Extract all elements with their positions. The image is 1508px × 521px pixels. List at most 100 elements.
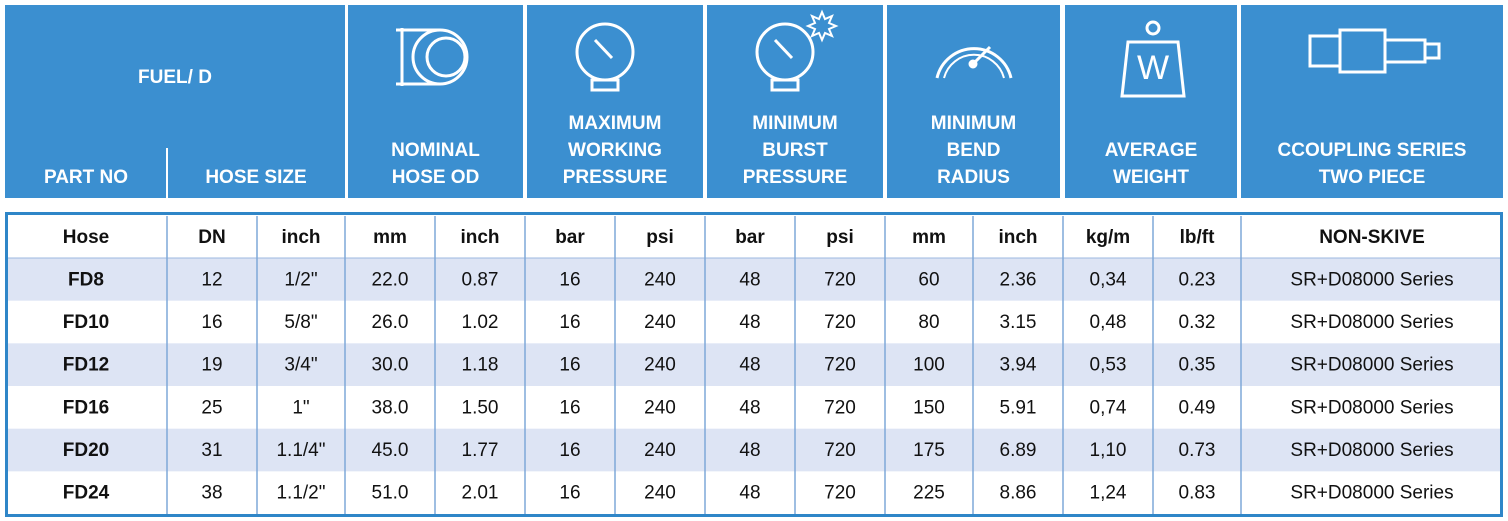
cell: 0.35 [1179, 355, 1216, 376]
cell: 0.73 [1179, 440, 1216, 461]
icons [396, 9, 1441, 98]
cell: 16 [559, 483, 580, 504]
cell: 1.77 [462, 440, 499, 461]
header-label: HOSE OD [392, 167, 480, 188]
cell: 1,10 [1090, 440, 1127, 461]
cell: 720 [824, 483, 856, 504]
cell: 30.0 [372, 355, 409, 376]
cell: SR+D08000 Series [1290, 397, 1453, 418]
cell: 6.89 [1000, 440, 1037, 461]
column-header: NON-SKIVE [1319, 227, 1425, 248]
cell: 225 [913, 483, 945, 504]
cell: 0.83 [1179, 483, 1216, 504]
cell: 48 [739, 355, 760, 376]
cell: 1.1/4" [276, 440, 325, 461]
cell: 1" [292, 397, 309, 418]
cell: FD24 [63, 483, 110, 504]
cell: SR+D08000 Series [1290, 440, 1453, 461]
cell: 48 [739, 312, 760, 333]
cell: 240 [644, 269, 676, 290]
cell: 0.49 [1179, 397, 1216, 418]
cell: 240 [644, 440, 676, 461]
cell: 0,74 [1090, 397, 1127, 418]
cell: 1,24 [1090, 483, 1127, 504]
icon-letter: W [1137, 49, 1169, 87]
cell: 1.1/2" [276, 483, 325, 504]
cell: 60 [918, 269, 939, 290]
header-label: NOMINAL [391, 140, 480, 161]
cell: 48 [739, 440, 760, 461]
column-header: psi [646, 227, 673, 248]
cell: 45.0 [372, 440, 409, 461]
cell: 1.18 [462, 355, 499, 376]
cell: 25 [201, 397, 222, 418]
header-label: CCOUPLING SERIES [1278, 140, 1467, 161]
cell: 100 [913, 355, 945, 376]
cell: 80 [918, 312, 939, 333]
header-label: WEIGHT [1113, 167, 1189, 188]
cell: 48 [739, 397, 760, 418]
header-label: RADIUS [937, 167, 1010, 188]
header-label: TWO PIECE [1319, 167, 1426, 188]
cell: 51.0 [372, 483, 409, 504]
column-header: psi [826, 227, 853, 248]
cell: SR+D08000 Series [1290, 355, 1453, 376]
header-boxes [5, 5, 1503, 198]
cell: 19 [201, 355, 222, 376]
cell: 0,48 [1090, 312, 1127, 333]
cell: 720 [824, 269, 856, 290]
header-label: BURST [762, 140, 828, 161]
cell: FD8 [68, 269, 104, 290]
cell: 38.0 [372, 397, 409, 418]
cell: 16 [201, 312, 222, 333]
cell: 16 [559, 440, 580, 461]
header-label: BEND [947, 140, 1001, 161]
cell: 5.91 [1000, 397, 1037, 418]
column-header: DN [198, 227, 225, 248]
header-label: PART NO [44, 167, 128, 188]
cell: 720 [824, 355, 856, 376]
cell: 3/4" [284, 355, 317, 376]
cell: 22.0 [372, 269, 409, 290]
header-label: PRESSURE [563, 167, 668, 188]
column-header: kg/m [1086, 227, 1130, 248]
cell: 150 [913, 397, 945, 418]
cell: 48 [739, 269, 760, 290]
cell: 1.50 [462, 397, 499, 418]
cell: 8.86 [1000, 483, 1037, 504]
header-label: HOSE SIZE [205, 167, 306, 188]
column-header: Hose [63, 227, 109, 248]
cell: FD10 [63, 312, 109, 333]
column-header: bar [735, 227, 765, 248]
header-title: FUEL/ D [138, 67, 212, 88]
column-header: inch [998, 227, 1037, 248]
cell: SR+D08000 Series [1290, 483, 1453, 504]
header-label: MINIMUM [752, 113, 837, 134]
cell: 720 [824, 312, 856, 333]
cell: 3.15 [1000, 312, 1037, 333]
cell: 2.01 [462, 483, 499, 504]
cell: FD20 [63, 440, 109, 461]
column-header: lb/ft [1180, 227, 1215, 248]
cell: 31 [201, 440, 222, 461]
cell: 5/8" [284, 312, 317, 333]
cell: FD16 [63, 397, 109, 418]
cell: 26.0 [372, 312, 409, 333]
cell: SR+D08000 Series [1290, 269, 1453, 290]
cell: 240 [644, 355, 676, 376]
header-label: MINIMUM [931, 113, 1016, 134]
header-label: AVERAGE [1105, 140, 1198, 161]
cell: 16 [559, 355, 580, 376]
cell: 720 [824, 440, 856, 461]
cell: 3.94 [1000, 355, 1037, 376]
cell: 0.23 [1179, 269, 1216, 290]
header-label: WORKING [568, 140, 662, 161]
column-header: bar [555, 227, 585, 248]
cell: 38 [201, 483, 222, 504]
column-header: mm [912, 227, 946, 248]
header-label: MAXIMUM [569, 113, 662, 134]
cell: 240 [644, 483, 676, 504]
cell: 240 [644, 397, 676, 418]
cell: 0,53 [1090, 355, 1127, 376]
